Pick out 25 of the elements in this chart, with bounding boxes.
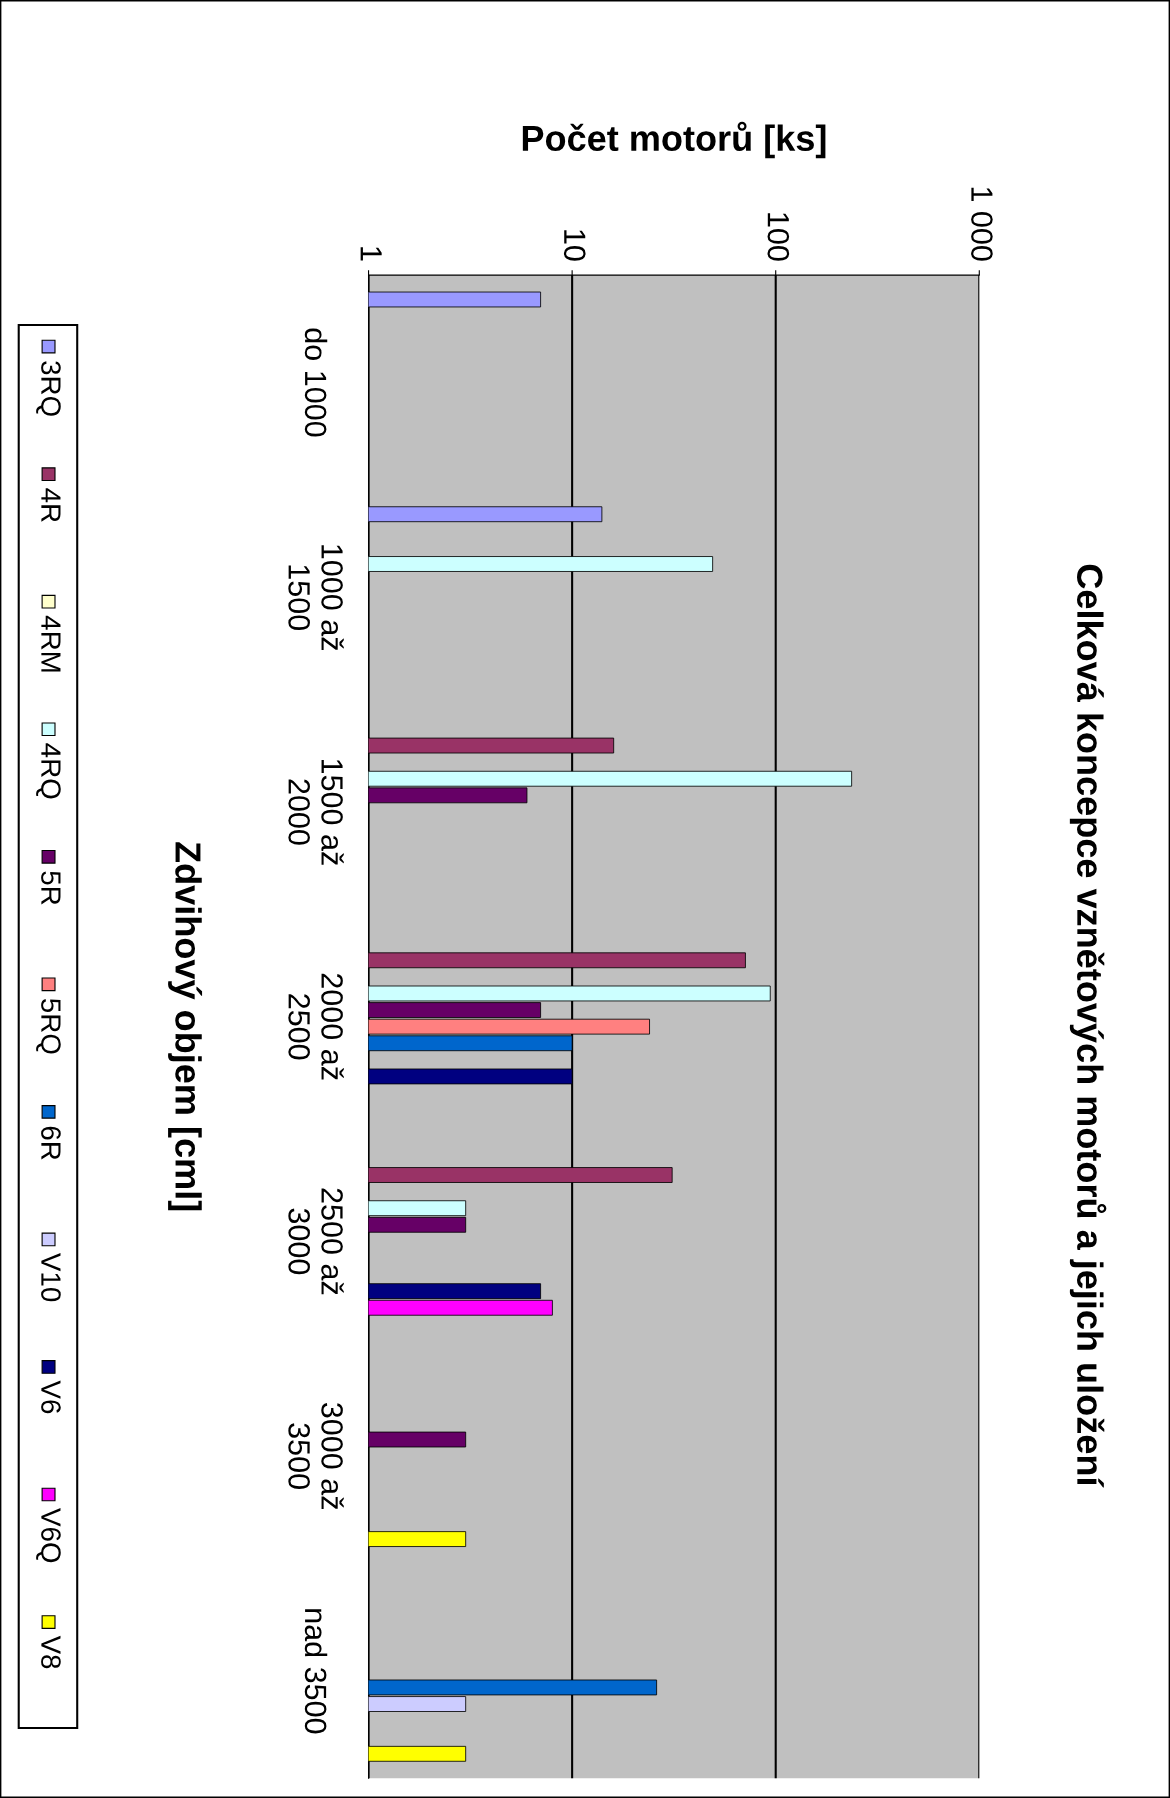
y-tick-label: 2000 až 2500 xyxy=(288,973,344,1080)
x-tick-label: 100 xyxy=(767,213,790,261)
y-axis-title: Zdvihový objem [cml] xyxy=(168,842,203,1211)
y-tick-label: do 1000 xyxy=(304,328,328,437)
legend-label: V8 xyxy=(41,1635,61,1669)
legend-label: 4RM xyxy=(41,615,61,672)
x-tick-label: 10 xyxy=(563,230,586,261)
y-tick-label: 2500 až 3000 xyxy=(288,1188,344,1295)
legend-label: V6Q xyxy=(36,1508,61,1563)
legend-label: 6R xyxy=(41,1126,61,1160)
legend-label: 5RQ xyxy=(36,998,61,1054)
legend-label: V10 xyxy=(41,1253,61,1302)
legend-label: V6 xyxy=(41,1380,61,1414)
x-tick-label: 1 000 xyxy=(971,187,993,261)
legend-label: 5R xyxy=(41,871,61,905)
text: Celková koncepce vznětových motorů a jejich uložení xyxy=(1069,564,1107,1488)
legend-label: 3RQ xyxy=(36,361,61,416)
y-tick-label: 1500 až 2000 xyxy=(288,759,344,865)
y-tick-label: nad 3500 xyxy=(304,1609,328,1734)
y-tick-label: 1000 až 1500 xyxy=(288,545,344,651)
y-tick-label: 3000 až 3500 xyxy=(288,1402,344,1509)
x-axis-title: Počet motorů [ks] xyxy=(522,121,826,159)
x-tick-label: 1 xyxy=(360,247,382,261)
legend-label: 4RQ xyxy=(36,743,61,799)
legend-label: 4R xyxy=(41,488,61,522)
